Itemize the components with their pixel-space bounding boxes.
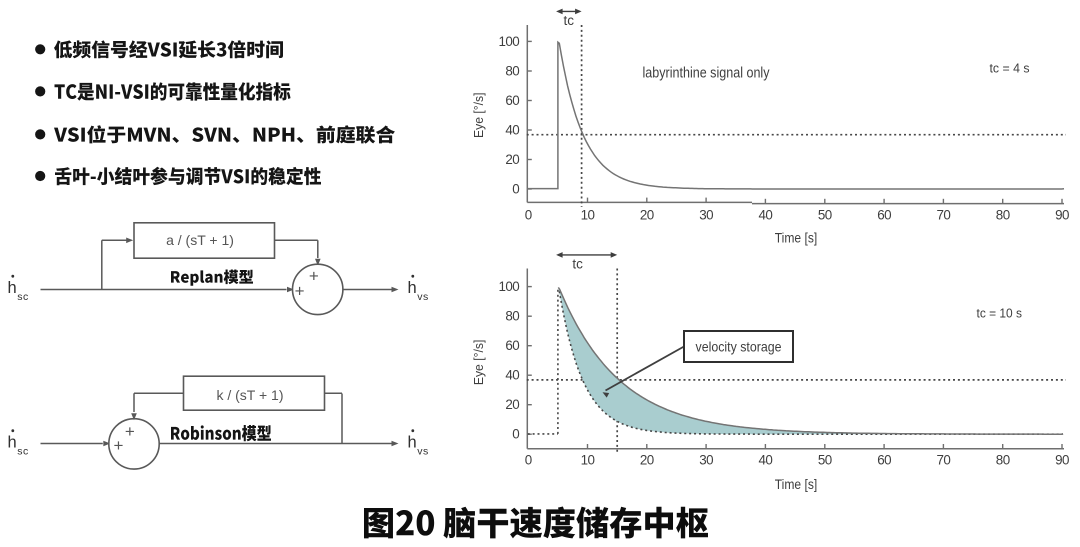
svg-text:sc: sc xyxy=(17,291,28,303)
svg-text:70: 70 xyxy=(937,452,951,467)
svg-text:40: 40 xyxy=(505,368,519,383)
svg-text:Eye [°/s]: Eye [°/s] xyxy=(471,92,486,138)
svg-text:0: 0 xyxy=(525,452,532,467)
svg-text:10: 10 xyxy=(581,207,595,222)
svg-text:90: 90 xyxy=(1055,207,1069,222)
svg-text:Time [s]: Time [s] xyxy=(775,477,818,492)
svg-text:Time [s]: Time [s] xyxy=(775,231,818,246)
svg-text:+: + xyxy=(295,282,305,301)
svg-text:60: 60 xyxy=(877,452,891,467)
svg-text:velocity storage: velocity storage xyxy=(696,339,782,355)
svg-text:tc: tc xyxy=(564,13,575,28)
svg-text:20: 20 xyxy=(640,452,654,467)
svg-text:90: 90 xyxy=(1055,452,1069,467)
svg-text:a / (sT + 1): a / (sT + 1) xyxy=(166,232,234,248)
svg-text:h: h xyxy=(8,279,17,297)
svg-text:100: 100 xyxy=(498,279,519,294)
svg-text:60: 60 xyxy=(877,207,891,222)
svg-text:Eye [°/s]: Eye [°/s] xyxy=(471,340,486,386)
svg-text:80: 80 xyxy=(505,63,519,78)
svg-text:50: 50 xyxy=(818,452,832,467)
svg-text:tc = 4 s: tc = 4 s xyxy=(990,61,1030,76)
svg-text:k / (sT + 1): k / (sT + 1) xyxy=(216,387,283,403)
svg-text:0: 0 xyxy=(512,181,519,196)
svg-text:+: + xyxy=(309,267,319,286)
svg-text:40: 40 xyxy=(505,122,519,137)
svg-text:100: 100 xyxy=(498,34,519,49)
svg-text:vs: vs xyxy=(417,445,428,457)
svg-text:0: 0 xyxy=(525,207,532,222)
svg-text:60: 60 xyxy=(505,93,519,108)
svg-text:20: 20 xyxy=(640,207,654,222)
svg-text:+: + xyxy=(114,436,124,455)
svg-text:50: 50 xyxy=(818,207,832,222)
svg-text:40: 40 xyxy=(759,207,773,222)
svg-text:h: h xyxy=(408,434,417,452)
svg-text:10: 10 xyxy=(581,452,595,467)
svg-text:60: 60 xyxy=(505,338,519,353)
svg-text:sc: sc xyxy=(17,445,28,457)
svg-text:20: 20 xyxy=(505,397,519,412)
svg-text:vs: vs xyxy=(417,291,428,303)
svg-text:80: 80 xyxy=(505,309,519,324)
svg-text:80: 80 xyxy=(996,452,1010,467)
svg-text:20: 20 xyxy=(505,152,519,167)
svg-text:80: 80 xyxy=(996,207,1010,222)
svg-text:h: h xyxy=(408,279,417,297)
svg-text:0: 0 xyxy=(512,427,519,442)
svg-text:tc: tc xyxy=(572,257,583,272)
svg-text:tc = 10 s: tc = 10 s xyxy=(977,306,1023,321)
svg-text:30: 30 xyxy=(699,207,713,222)
svg-text:70: 70 xyxy=(937,207,951,222)
svg-text:labyrinthine signal only: labyrinthine signal only xyxy=(643,65,771,81)
svg-text:h: h xyxy=(8,434,17,452)
svg-text:40: 40 xyxy=(759,452,773,467)
svg-text:30: 30 xyxy=(699,452,713,467)
svg-text:+: + xyxy=(125,422,135,441)
